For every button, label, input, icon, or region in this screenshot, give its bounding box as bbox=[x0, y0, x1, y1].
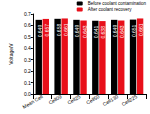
svg-text:Mean Cell: Mean Cell bbox=[21, 93, 43, 109]
svg-text:After coolant recovery: After coolant recovery bbox=[88, 7, 133, 12]
svg-text:0.1: 0.1 bbox=[24, 80, 31, 86]
svg-text:0.6: 0.6 bbox=[24, 22, 31, 28]
svg-text:0.649: 0.649 bbox=[37, 25, 43, 38]
svg-text:0.661: 0.661 bbox=[63, 23, 69, 36]
svg-text:0.638: 0.638 bbox=[100, 26, 106, 39]
svg-text:0.649: 0.649 bbox=[112, 25, 118, 38]
svg-text:Before coolant contamination: Before coolant contamination bbox=[88, 1, 147, 6]
svg-text:Cell225: Cell225 bbox=[120, 93, 138, 107]
svg-text:0.5: 0.5 bbox=[24, 34, 31, 40]
svg-text:0.661: 0.661 bbox=[138, 23, 144, 36]
svg-text:0.2: 0.2 bbox=[24, 68, 31, 74]
svg-text:0.3: 0.3 bbox=[24, 57, 31, 63]
svg-text:0.643: 0.643 bbox=[82, 25, 88, 38]
svg-text:Cell09: Cell09 bbox=[47, 93, 62, 105]
svg-text:0.643: 0.643 bbox=[119, 25, 125, 38]
svg-text:0.7: 0.7 bbox=[24, 11, 31, 17]
svg-text:0.658: 0.658 bbox=[56, 24, 62, 37]
svg-text:0.0: 0.0 bbox=[24, 91, 31, 97]
svg-text:0.649: 0.649 bbox=[74, 25, 80, 38]
svg-text:Cell130: Cell130 bbox=[102, 93, 120, 107]
svg-text:0.4: 0.4 bbox=[24, 45, 31, 51]
svg-text:Cell50: Cell50 bbox=[85, 93, 100, 105]
svg-text:Cell25: Cell25 bbox=[66, 93, 81, 105]
svg-text:Voltage/V: Voltage/V bbox=[8, 43, 14, 65]
svg-text:0.641: 0.641 bbox=[93, 26, 99, 39]
svg-text:0.657: 0.657 bbox=[44, 24, 50, 37]
svg-text:0.651: 0.651 bbox=[131, 24, 137, 37]
